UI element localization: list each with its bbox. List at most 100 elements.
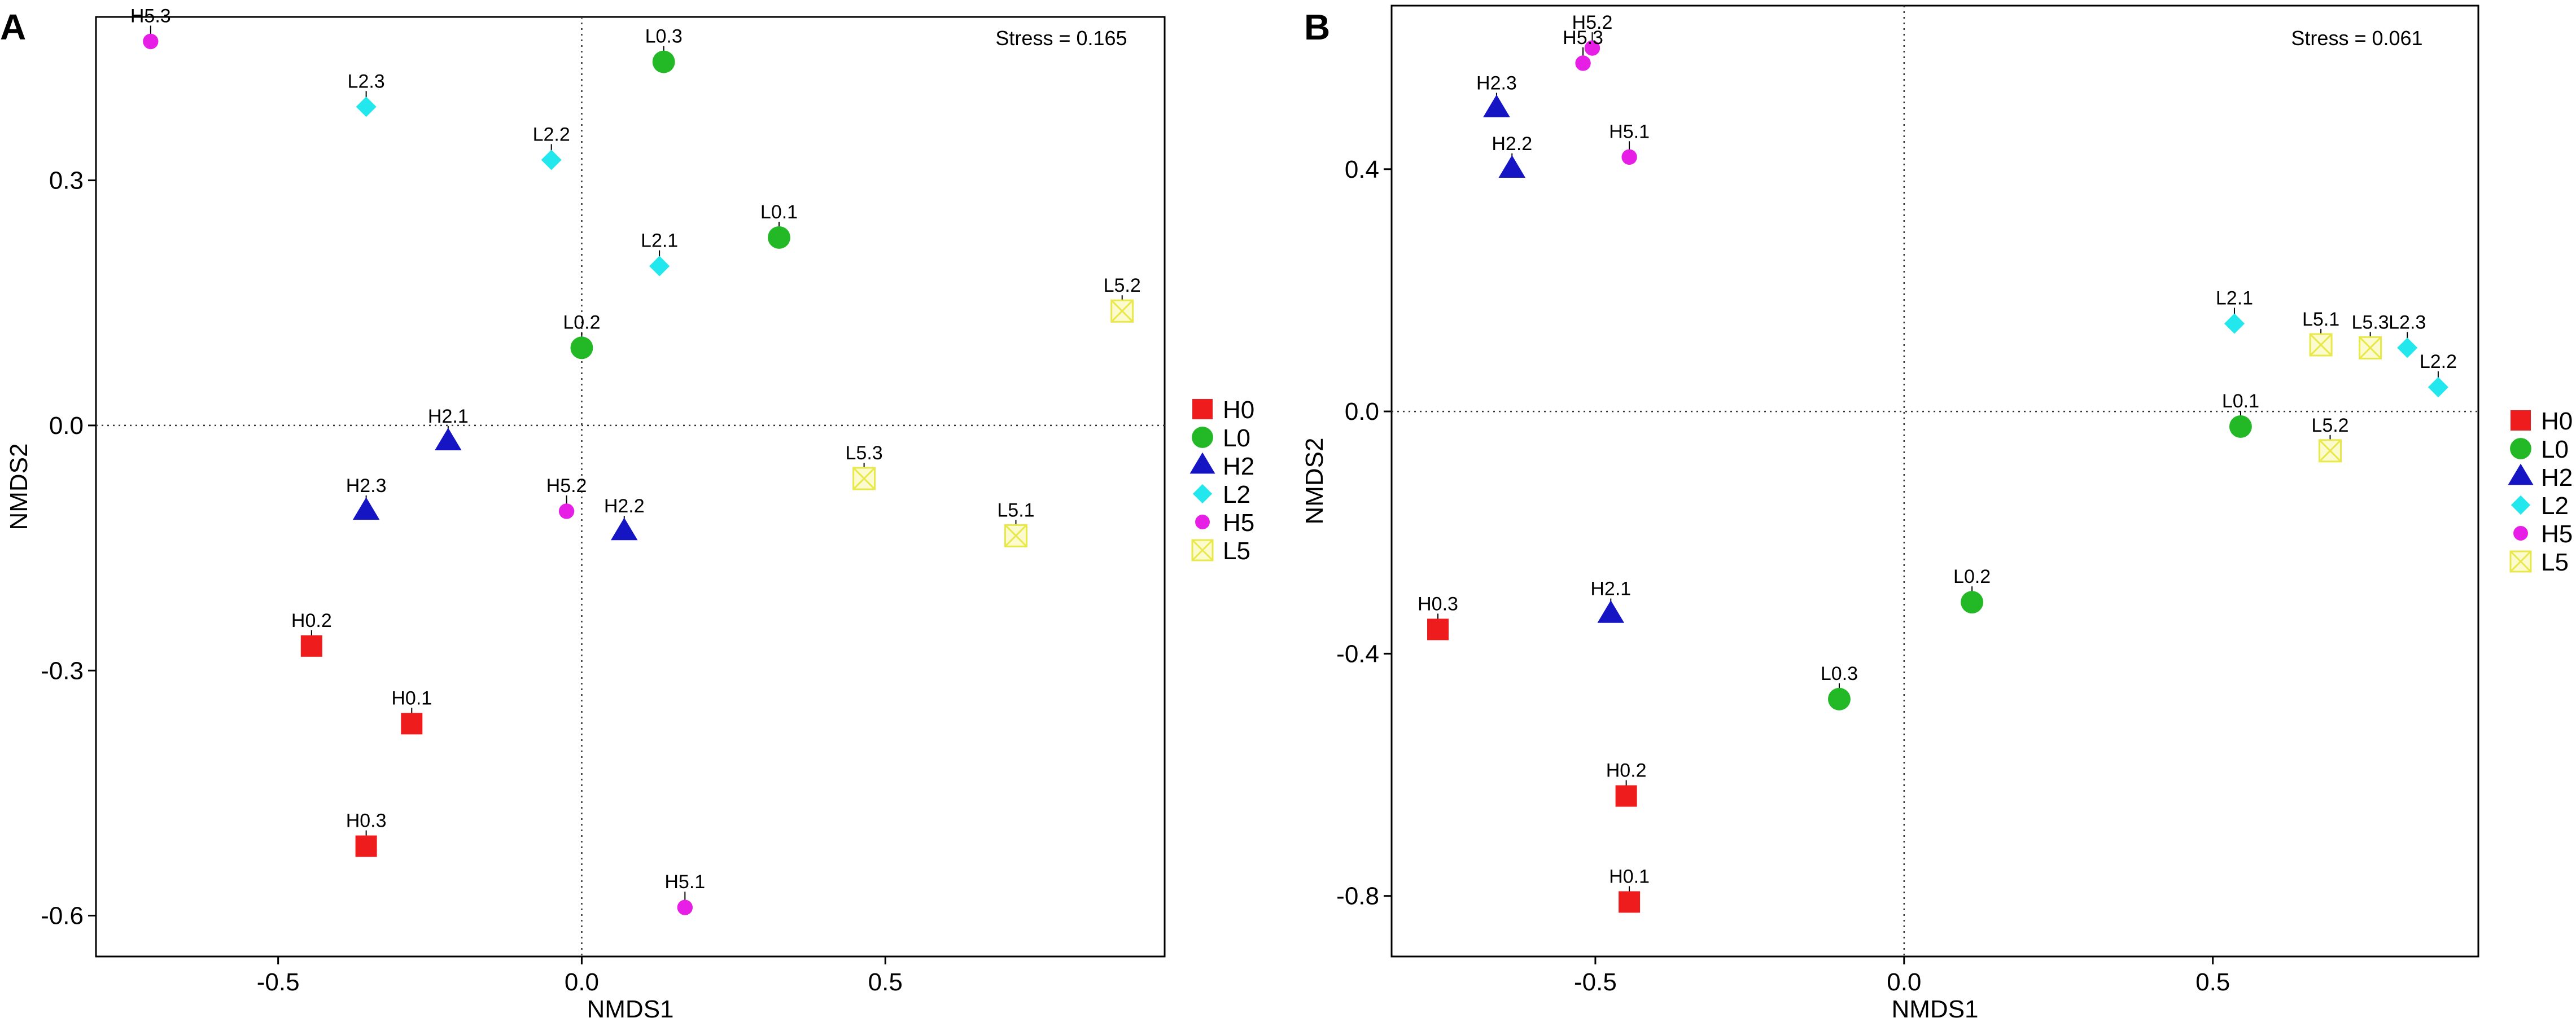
legend-marker-l2 bbox=[2511, 495, 2531, 515]
data-point: L5.2 bbox=[2311, 415, 2349, 463]
data-point: H2.1 bbox=[428, 406, 469, 451]
point-label: L2.1 bbox=[641, 230, 678, 252]
legend-marker-l5 bbox=[1191, 539, 1214, 561]
data-point: L0.3 bbox=[645, 26, 683, 73]
data-point: L0.3 bbox=[1821, 663, 1858, 710]
point-label: H2.2 bbox=[1492, 133, 1532, 155]
data-point: H0.2 bbox=[1606, 760, 1647, 807]
marker-l2 bbox=[2397, 337, 2418, 358]
marker-l5 bbox=[1110, 299, 1134, 323]
data-point: L2.2 bbox=[533, 124, 570, 170]
data-point: L5.3 bbox=[2352, 311, 2389, 359]
y-tick-label: 0.4 bbox=[1345, 156, 1379, 183]
data-point: H5.1 bbox=[1609, 121, 1650, 165]
marker-l5 bbox=[2319, 439, 2342, 463]
marker-h5 bbox=[1575, 55, 1591, 71]
data-point: L0.1 bbox=[760, 201, 798, 249]
legend-item: L2 bbox=[1192, 481, 1250, 508]
x-axis-title: NMDS1 bbox=[587, 995, 673, 1018]
plot-frame bbox=[1390, 5, 2479, 958]
legend-label: H2 bbox=[1223, 453, 1254, 480]
point-label: L2.2 bbox=[533, 124, 570, 145]
data-point: H0.3 bbox=[346, 810, 387, 857]
marker-h0 bbox=[355, 835, 377, 857]
legend-label: H5 bbox=[2541, 520, 2573, 548]
point-label: H5.3 bbox=[1563, 27, 1603, 49]
legend-marker-h5 bbox=[2513, 526, 2528, 541]
x-tick-label: -0.5 bbox=[1574, 968, 1617, 996]
data-point: H5.2 bbox=[1572, 12, 1613, 56]
data-point: L5.2 bbox=[1104, 275, 1141, 323]
marker-h2 bbox=[1483, 94, 1510, 117]
marker-h2 bbox=[610, 517, 638, 541]
point-label: H5.2 bbox=[1572, 12, 1613, 33]
marker-l0 bbox=[652, 50, 675, 73]
point-label: H0.3 bbox=[346, 810, 387, 832]
legend-item: H5 bbox=[1195, 509, 1254, 537]
legend-label: H2 bbox=[2541, 464, 2573, 492]
y-axis-title: NMDS2 bbox=[5, 443, 33, 530]
data-point: H2.1 bbox=[1590, 578, 1631, 623]
marker-h5 bbox=[1621, 149, 1637, 165]
legend-marker-h2 bbox=[1189, 452, 1215, 474]
legend-marker-l5 bbox=[2509, 550, 2532, 573]
point-label: H2.2 bbox=[604, 495, 645, 517]
point-label: L5.2 bbox=[1104, 275, 1141, 296]
point-label: L5.1 bbox=[2302, 309, 2339, 330]
point-label: H5.3 bbox=[130, 5, 171, 27]
legend-label: L0 bbox=[2541, 436, 2569, 463]
point-label: L0.1 bbox=[2222, 390, 2259, 412]
legend-label: L5 bbox=[1223, 537, 1250, 565]
legend-label: L2 bbox=[2541, 492, 2569, 520]
marker-l2 bbox=[541, 150, 562, 170]
marker-h5 bbox=[558, 503, 575, 519]
legend-label: L2 bbox=[1223, 481, 1250, 508]
data-point: H0.3 bbox=[1418, 593, 1458, 640]
legend-marker-h0 bbox=[1192, 399, 1213, 419]
point-label: H0.2 bbox=[291, 610, 332, 631]
point-label: L5.3 bbox=[846, 442, 883, 464]
y-tick-label: 0.0 bbox=[1345, 398, 1379, 425]
legend-item: H5 bbox=[2513, 520, 2573, 548]
y-tick-label: 0.3 bbox=[49, 167, 84, 195]
marker-h2 bbox=[435, 428, 462, 451]
point-label: H2.1 bbox=[1590, 578, 1631, 600]
legend-item: H0 bbox=[1192, 396, 1254, 424]
point-label: H2.3 bbox=[346, 475, 387, 497]
data-point: H0.1 bbox=[1609, 866, 1650, 913]
legend-item: L0 bbox=[1192, 424, 1250, 452]
point-label: L0.2 bbox=[563, 311, 600, 333]
point-label: L0.3 bbox=[1821, 663, 1858, 684]
marker-l5 bbox=[1004, 524, 1027, 547]
panel-b: B -0.5 0.0 0.5 0.4 0.0 -0.4 -0.8 NMDS1 NMDS2 Stres… bbox=[1301, 5, 2573, 1018]
data-point: L2.3 bbox=[348, 71, 385, 117]
data-point: H5.3 bbox=[1563, 27, 1603, 71]
data-point: L2.1 bbox=[2216, 287, 2253, 334]
point-label: H5.1 bbox=[664, 871, 705, 893]
point-label: H2.1 bbox=[428, 406, 469, 427]
marker-l2 bbox=[649, 256, 670, 277]
legend-item: L5 bbox=[1191, 537, 1250, 565]
data-point: H2.2 bbox=[604, 495, 645, 541]
x-tick-label: 0.0 bbox=[565, 968, 599, 996]
stress-annotation: Stress = 0.061 bbox=[2291, 27, 2422, 50]
legend-item: L5 bbox=[2509, 549, 2569, 576]
marker-h5 bbox=[1584, 40, 1600, 56]
legend-label: L5 bbox=[2541, 549, 2569, 576]
point-label: L0.3 bbox=[645, 26, 683, 47]
legend-marker-l0 bbox=[1192, 427, 1213, 448]
marker-h2 bbox=[352, 497, 380, 520]
point-label: L5.2 bbox=[2311, 415, 2348, 436]
legend-label: H0 bbox=[2541, 407, 2573, 435]
point-label: L2.3 bbox=[348, 71, 385, 92]
x-tick-label: 0.5 bbox=[2195, 968, 2230, 996]
legend-label: L0 bbox=[1223, 424, 1250, 452]
legend-item: H2 bbox=[2508, 463, 2573, 492]
data-point: L2.1 bbox=[641, 230, 678, 277]
marker-l5 bbox=[2359, 336, 2382, 359]
x-tick-label: 0.0 bbox=[1887, 968, 1921, 996]
data-point: L0.1 bbox=[2222, 390, 2259, 438]
y-axis-title: NMDS2 bbox=[1301, 437, 1328, 524]
